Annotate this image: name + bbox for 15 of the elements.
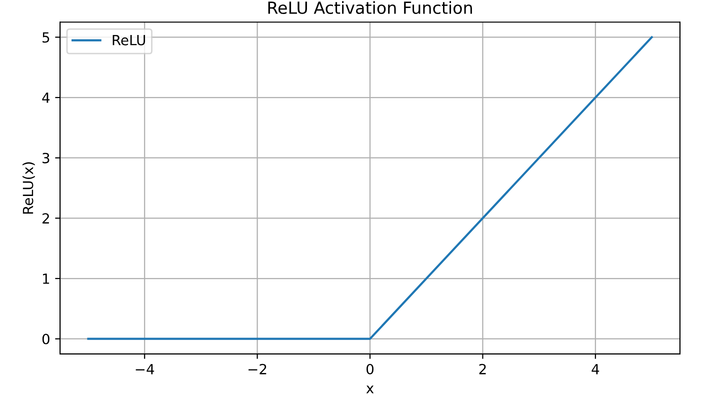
y-tick-label: 1 [43,274,50,284]
y-tick-label: 3 [42,152,50,164]
legend-label: ReLU [112,35,146,46]
y-tick-label: 4 [42,92,50,103]
y-axis-title: ReLU(x) [22,162,35,214]
x-tick-label: 2 [479,364,486,374]
y-tick-label: 0 [42,334,50,344]
x-tick-label: −2 [248,364,266,374]
x-tick-label: −4 [136,364,154,374]
x-tick-label: 4 [592,364,600,374]
y-tick-label: 5 [42,32,50,43]
y-tick-label: 2 [42,213,49,224]
x-tick-label: 0 [366,364,374,374]
x-axis-title: x [366,386,374,394]
chart-title: ReLU Activation Function [268,1,472,14]
